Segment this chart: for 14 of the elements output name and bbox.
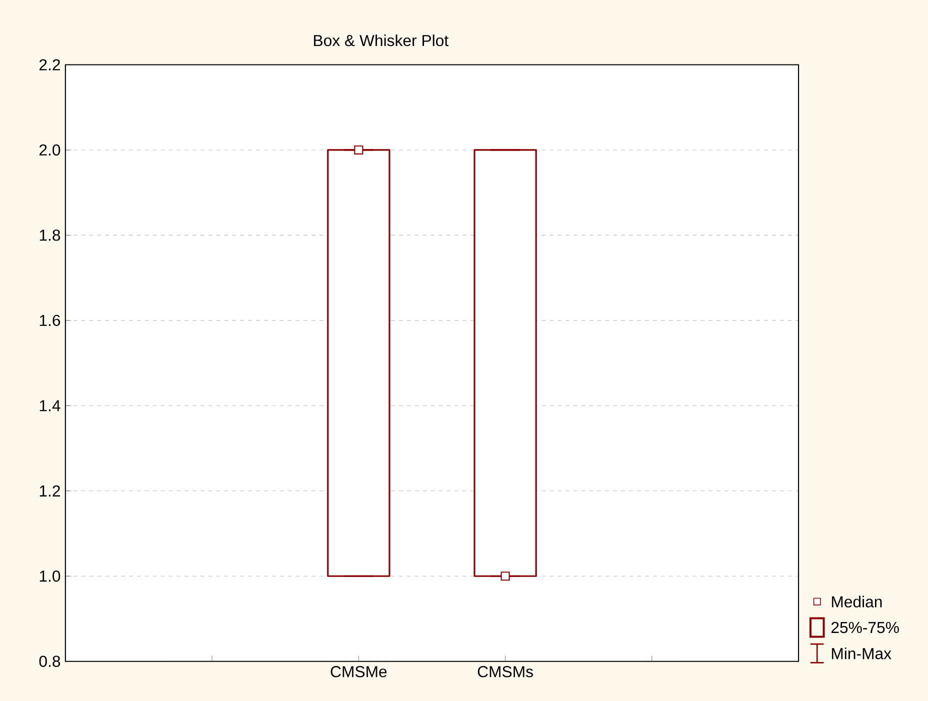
y-tick-label: 1.0 [40, 570, 60, 582]
y-tick-label: 1.8 [40, 229, 60, 241]
y-tick-label: 2.0 [39, 144, 60, 156]
y-tick-label: 2.2 [39, 59, 60, 70]
y-tick-label: 1.2 [40, 485, 60, 496]
y-tick-label: 1.6 [40, 314, 60, 326]
x-tick-label: CMSMs [478, 666, 533, 678]
y-tick-label: 0.8 [39, 656, 60, 667]
text: 25%-75% [831, 622, 899, 634]
x-tick-label: CMSMe [330, 666, 387, 678]
y-tick-label: 1.4 [40, 400, 60, 412]
text: Median [832, 596, 882, 608]
chart-title: Box & Whisker Plot [314, 34, 448, 46]
text: Min-Max [832, 647, 892, 660]
